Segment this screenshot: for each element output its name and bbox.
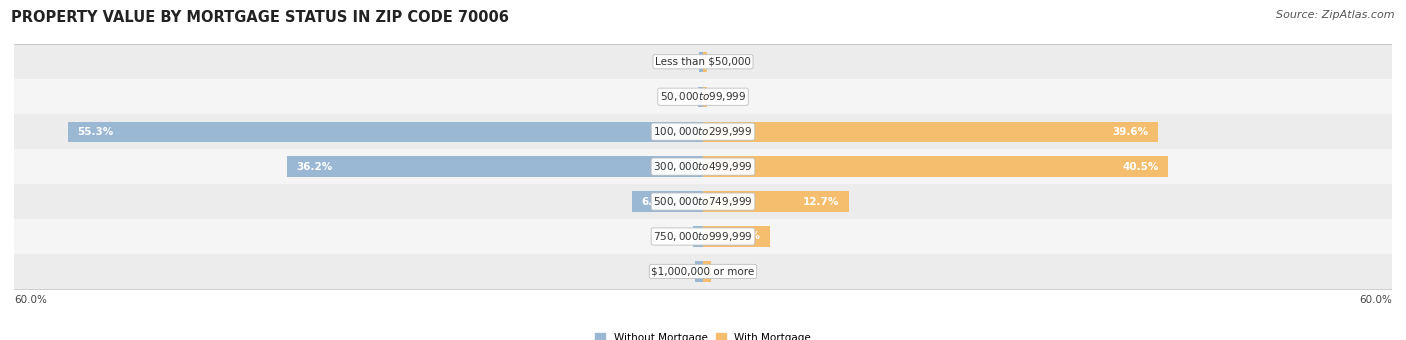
Text: 0.34%: 0.34% [713, 57, 745, 67]
Text: 60.0%: 60.0% [1360, 295, 1392, 305]
Bar [703, 87, 707, 107]
Bar [14, 149, 1392, 184]
Text: 12.7%: 12.7% [803, 197, 839, 206]
Text: 40.5%: 40.5% [1122, 162, 1159, 172]
Text: 6.2%: 6.2% [641, 197, 671, 206]
Text: Less than $50,000: Less than $50,000 [655, 57, 751, 67]
Bar [14, 44, 1392, 79]
Text: PROPERTY VALUE BY MORTGAGE STATUS IN ZIP CODE 70006: PROPERTY VALUE BY MORTGAGE STATUS IN ZIP… [11, 10, 509, 25]
Bar [14, 114, 1392, 149]
Text: 55.3%: 55.3% [77, 127, 114, 137]
Text: 0.85%: 0.85% [655, 232, 688, 241]
Text: 0.39%: 0.39% [659, 57, 693, 67]
Legend: Without Mortgage, With Mortgage: Without Mortgage, With Mortgage [595, 333, 811, 340]
Text: 0.45%: 0.45% [659, 92, 692, 102]
Text: 39.6%: 39.6% [1112, 127, 1149, 137]
Text: $50,000 to $99,999: $50,000 to $99,999 [659, 90, 747, 103]
Text: 0.39%: 0.39% [713, 92, 747, 102]
Text: $1,000,000 or more: $1,000,000 or more [651, 267, 755, 276]
Bar [703, 121, 1157, 142]
Bar [67, 121, 703, 142]
Bar [703, 226, 769, 246]
Bar [631, 191, 703, 212]
Bar [287, 156, 703, 177]
Bar [693, 226, 703, 246]
Text: $300,000 to $499,999: $300,000 to $499,999 [654, 160, 752, 173]
Text: $500,000 to $749,999: $500,000 to $749,999 [654, 195, 752, 208]
Bar [14, 254, 1392, 289]
Text: $100,000 to $299,999: $100,000 to $299,999 [654, 125, 752, 138]
Bar [703, 156, 1168, 177]
Bar [697, 87, 703, 107]
Bar [703, 191, 849, 212]
Bar [14, 219, 1392, 254]
Bar [695, 261, 703, 282]
Text: 5.8%: 5.8% [731, 232, 761, 241]
Text: 0.68%: 0.68% [657, 267, 689, 276]
Text: Source: ZipAtlas.com: Source: ZipAtlas.com [1277, 10, 1395, 20]
Text: $750,000 to $999,999: $750,000 to $999,999 [654, 230, 752, 243]
Text: 36.2%: 36.2% [297, 162, 333, 172]
Bar [14, 79, 1392, 114]
Bar [14, 184, 1392, 219]
Text: 0.74%: 0.74% [717, 267, 751, 276]
Bar [699, 52, 703, 72]
Bar [703, 261, 711, 282]
Text: 60.0%: 60.0% [14, 295, 46, 305]
Bar [703, 52, 707, 72]
